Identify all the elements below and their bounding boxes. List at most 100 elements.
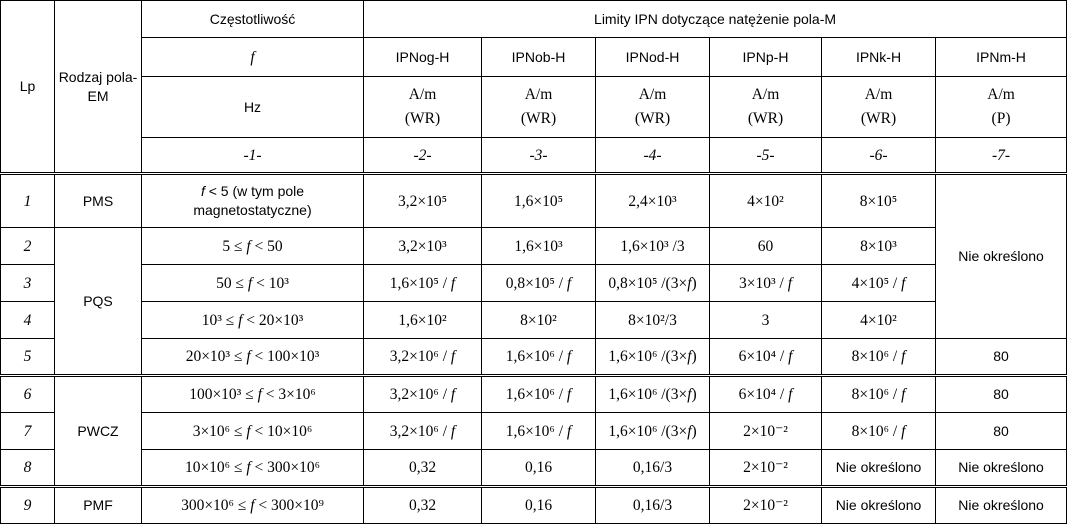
freq-text: < 5 (w tym pole magnetostatyczne) — [193, 183, 312, 218]
f-symbol: f — [687, 348, 692, 365]
unit-text: A/m — [987, 86, 1015, 103]
f-symbol: f — [788, 386, 793, 403]
value-cell: 0,8×10⁵ / f — [481, 264, 596, 302]
header-row-1: Lp Rodzaj pola-EM Częstotliwość Limity I… — [0, 0, 1067, 174]
value-cell: 2×10⁻² — [709, 449, 822, 487]
header-row-2: f IPNog-H IPNob-H IPNod-H IPNp-H IPNk-H … — [1, 37, 1067, 77]
value-cell: 1,6×10⁶ / f — [481, 338, 596, 376]
field-type: PMS — [54, 172, 142, 228]
value-cell: 0,16 — [481, 485, 596, 524]
table-row: 5 20×10³ ≤ f < 100×10³ 3,2×10⁶ / f 1,6×1… — [0, 338, 1067, 376]
f-symbol: f — [450, 422, 456, 440]
value-cell: 1,6×10³ — [481, 227, 596, 265]
value-cell: 8×10⁵ — [821, 172, 936, 228]
value-cell: Nie określono — [821, 485, 936, 524]
value-cell: 1,6×10⁶ /(3×f) — [595, 412, 710, 450]
field-type: PQS — [54, 227, 142, 376]
freq-range: 3×10⁶ ≤ f < 10×10⁶ — [141, 412, 364, 450]
czestotliwosc-header: Częstotliwość — [141, 0, 364, 38]
value-cell: 80 — [934, 412, 1067, 450]
unit-cell-5: A/m (WR) — [709, 76, 822, 138]
header-row-3: Hz A/m (WR) A/m (WR) A/m (WR) A/m (WR) A/m (W… — [1, 76, 1067, 138]
value-cell: 4×10² — [821, 301, 936, 339]
value-cell: 0,32 — [363, 449, 482, 487]
unit-cell-2: A/m (WR) — [363, 76, 482, 138]
table-row: 7 3×10⁶ ≤ f < 10×10⁶ 3,2×10⁶ / f 1,6×10⁶… — [0, 412, 1067, 450]
table-row: 4 10³ ≤ f < 20×10³ 1,6×10² 8×10² 8×10²/3… — [0, 301, 1067, 339]
mode-text: (WR) — [860, 110, 897, 127]
f-symbol: f — [450, 348, 456, 365]
field-type: PWCZ — [54, 374, 142, 487]
value-cell: 8×10⁶ / f — [821, 412, 936, 450]
f-symbol: f — [247, 274, 253, 292]
table-row: 3 50 ≤ f < 10³ 1,6×10⁵ / f 0,8×10⁵ / f 0… — [0, 264, 1067, 302]
value-cell: 1,6×10⁶ /(3×f) — [595, 374, 710, 413]
col-ipnod-h: IPNod-H — [595, 37, 710, 77]
value-cell: 80 — [934, 374, 1067, 413]
row-lp: 8 — [0, 449, 55, 487]
lp-header: Lp — [0, 0, 55, 174]
ipnm-not-specified: Nie określono — [934, 172, 1067, 339]
f-symbol: f — [901, 422, 906, 440]
row-lp: 4 — [0, 301, 55, 339]
col-number: -2- — [363, 137, 482, 174]
col-ipnp-h: IPNp-H — [709, 37, 822, 77]
col-number: -3- — [481, 137, 596, 174]
row-lp: 2 — [0, 227, 55, 265]
f-symbol: f — [566, 386, 572, 403]
value-cell: 8×10³ — [821, 227, 936, 265]
value-cell: 1,6×10⁶ /(3×f) — [595, 338, 710, 376]
limity-header: Limity IPN dotyczące natężenie pola-M — [362, 0, 1067, 38]
freq-range: 50 ≤ f < 10³ — [141, 264, 364, 302]
unit-text: A/m — [524, 86, 553, 103]
mode-text: (P) — [991, 110, 1011, 127]
value-cell: 3×10³ / f — [709, 264, 822, 302]
f-symbol: f — [566, 274, 572, 292]
value-cell: 1,6×10³ /3 — [595, 227, 710, 265]
value-cell: 8×10²/3 — [595, 301, 710, 339]
row-lp: 6 — [0, 374, 55, 413]
value-cell: 3,2×10⁶ / f — [363, 374, 482, 413]
freq-range: 5 ≤ f < 50 — [141, 227, 364, 265]
f-symbol: f — [257, 386, 262, 403]
hz-unit: Hz — [141, 76, 364, 138]
unit-text: A/m — [751, 86, 780, 103]
table-row: 6 PWCZ 100×10³ ≤ f < 3×10⁶ 3,2×10⁶ / f 1… — [0, 374, 1067, 487]
value-cell: 4×10⁵ / f — [821, 264, 936, 302]
col-ipnk-h: IPNk-H — [821, 37, 936, 77]
value-cell: 2×10⁻² — [709, 412, 822, 450]
row-lp: 5 — [0, 338, 55, 376]
value-cell: 60 — [709, 227, 822, 265]
value-cell: 8×10² — [481, 301, 596, 339]
unit-text: A/m — [638, 86, 667, 103]
f-symbol: f — [246, 459, 251, 476]
f-symbol: f — [687, 386, 692, 403]
unit-text: A/m — [408, 86, 437, 103]
mode-text: (WR) — [404, 110, 441, 127]
table-row: 2 PQS 5 ≤ f < 50 3,2×10³ 1,6×10³ 1,6×10³… — [0, 227, 1067, 376]
value-cell: Nie określono — [821, 449, 936, 487]
unit-cell-7: A/m (P) — [934, 76, 1067, 138]
f-symbol: f — [238, 311, 243, 329]
value-cell: 2×10⁻² — [709, 485, 822, 524]
f-symbol: f — [566, 422, 572, 440]
f-symbol: f — [450, 274, 456, 292]
f-symbol: f — [788, 348, 793, 365]
f-symbol: f — [901, 386, 906, 403]
rodzaj-header: Rodzaj pola-EM — [54, 0, 142, 174]
f-symbol: f — [901, 274, 906, 292]
f-symbol: f — [141, 37, 364, 77]
freq-range: f < 5 (w tym pole magnetostatyczne) — [141, 172, 364, 228]
f-symbol: f — [687, 274, 692, 292]
col-ipnm-h: IPNm-H — [934, 37, 1067, 77]
col-number: -6- — [821, 137, 936, 174]
value-cell: 0,16/3 — [595, 449, 710, 487]
value-cell: 1,6×10⁶ / f — [481, 374, 596, 413]
row-lp: 3 — [0, 264, 55, 302]
value-cell: 3,2×10⁵ — [363, 172, 482, 228]
f-symbol: f — [450, 386, 456, 403]
mode-text: (WR) — [520, 110, 557, 127]
value-cell: 6×10⁴ / f — [709, 374, 822, 413]
field-type: PMF — [54, 485, 142, 524]
